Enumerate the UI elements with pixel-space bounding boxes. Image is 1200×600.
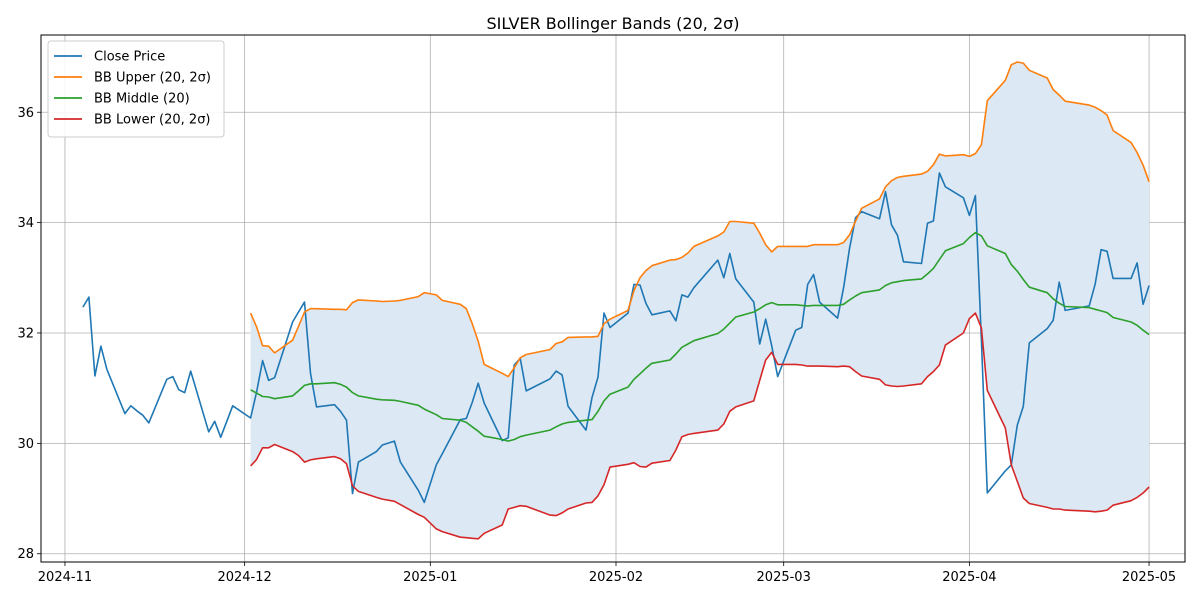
band-fill-layer <box>250 62 1150 539</box>
legend-entry-bb-lower: BB Lower (20, 2σ) <box>94 113 211 128</box>
y-tick-label: 34 <box>17 216 34 231</box>
bb-middle-line <box>250 231 1150 442</box>
x-tick-label: 2025-05 <box>1122 570 1176 585</box>
y-tick-label: 30 <box>17 437 34 452</box>
y-axis: 28 30 32 34 36 <box>17 106 41 562</box>
x-tick-label: 2024-12 <box>217 570 271 585</box>
legend: Close Price BB Upper (20, 2σ) BB Middle (2… <box>47 40 225 138</box>
y-tick-label: 36 <box>17 106 34 121</box>
x-tick-label: 2024-11 <box>38 570 92 585</box>
legend-box <box>47 40 225 138</box>
x-tick-label: 2025-04 <box>942 570 996 585</box>
y-tick-label: 32 <box>17 326 34 341</box>
plot-area-frame <box>40 34 1186 563</box>
legend-entry-bb-middle: BB Middle (20) <box>94 92 190 107</box>
bollinger-band-fill <box>250 62 1150 539</box>
bb-upper-line <box>249 61 1150 378</box>
y-tick-label: 28 <box>17 547 34 562</box>
legend-entry-close-price: Close Price <box>94 50 165 65</box>
x-tick-label: 2025-03 <box>757 570 811 585</box>
x-tick-label: 2025-02 <box>589 570 643 585</box>
series-layer <box>82 61 1150 540</box>
close-price-line <box>82 172 1150 504</box>
x-tick-label: 2025-01 <box>403 570 457 585</box>
legend-entry-bb-upper: BB Upper (20, 2σ) <box>94 71 211 86</box>
chart-title: SILVER Bollinger Bands (20, 2σ) <box>486 14 739 33</box>
x-axis: 2024-11 2024-12 2025-01 2025-02 2025-03 2025-… <box>38 562 1176 585</box>
bb-lower-line <box>250 312 1150 540</box>
